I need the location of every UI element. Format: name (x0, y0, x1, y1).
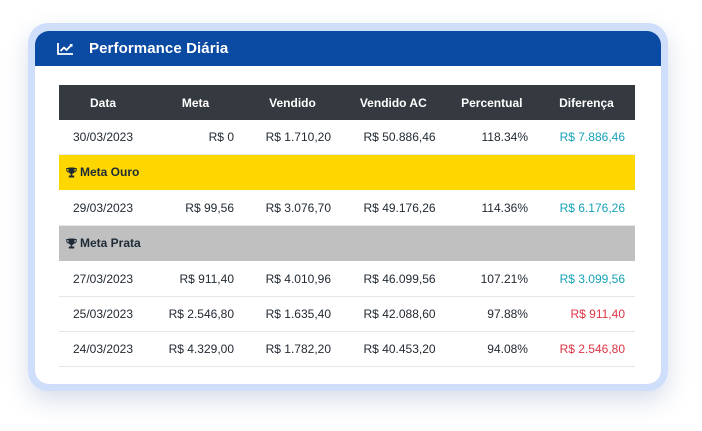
trophy-icon (66, 167, 77, 181)
cell-vendido: R$ 1.635,40 (244, 296, 341, 332)
cell-data: 24/03/2023 (59, 331, 147, 367)
cell-diferenca: R$ 6.176,26 (537, 190, 635, 226)
cell-vendido-ac: R$ 50.886,46 (341, 120, 446, 155)
cell-vendido: R$ 1.710,20 (244, 120, 341, 155)
cell-data: 30/03/2023 (59, 120, 147, 155)
performance-card-frame: Performance Diária Data Meta Vendido Ven… (28, 23, 668, 391)
cell-data: 25/03/2023 (59, 296, 147, 332)
column-header-vendido-ac[interactable]: Vendido AC (341, 85, 446, 120)
cell-diferenca: R$ 7.886,46 (537, 120, 635, 155)
line-chart-icon (57, 42, 74, 55)
cell-percentual: 97.88% (445, 296, 538, 332)
separator-cell: Meta Ouro (59, 154, 635, 191)
performance-card: Performance Diária Data Meta Vendido Ven… (35, 31, 661, 384)
card-header: Performance Diária (35, 31, 661, 66)
cell-vendido: R$ 4.010,96 (244, 261, 341, 297)
separator-label: Meta Ouro (80, 164, 140, 179)
table-row: 29/03/2023 R$ 99,56 R$ 3.076,70 R$ 49.17… (59, 190, 635, 226)
column-header-percentual[interactable]: Percentual (445, 85, 538, 120)
cell-vendido-ac: R$ 46.099,56 (341, 261, 446, 297)
cell-meta: R$ 2.546,80 (147, 296, 244, 332)
cell-diferenca: R$ 3.099,56 (537, 261, 635, 297)
separator-row-meta-ouro: Meta Ouro (59, 154, 635, 191)
table-header-row: Data Meta Vendido Vendido AC Percentual … (59, 85, 635, 120)
cell-data: 27/03/2023 (59, 261, 147, 297)
cell-data: 29/03/2023 (59, 190, 147, 226)
separator-label: Meta Prata (80, 235, 141, 250)
table-row: 27/03/2023 R$ 911,40 R$ 4.010,96 R$ 46.0… (59, 261, 635, 297)
cell-percentual: 118.34% (445, 120, 538, 155)
performance-table: Data Meta Vendido Vendido AC Percentual … (59, 85, 635, 367)
table-row: 25/03/2023 R$ 2.546,80 R$ 1.635,40 R$ 42… (59, 296, 635, 332)
cell-diferenca: R$ 911,40 (537, 296, 635, 332)
separator-cell: Meta Prata (59, 225, 635, 262)
cell-meta: R$ 99,56 (147, 190, 244, 226)
cell-vendido-ac: R$ 40.453,20 (341, 331, 446, 367)
cell-percentual: 114.36% (445, 190, 538, 226)
cell-diferenca: R$ 2.546,80 (537, 331, 635, 367)
cell-vendido: R$ 3.076,70 (244, 190, 341, 226)
cell-vendido-ac: R$ 49.176,26 (341, 190, 446, 226)
card-title: Performance Diária (89, 40, 229, 57)
cell-meta: R$ 0 (147, 120, 244, 155)
cell-meta: R$ 4.329,00 (147, 331, 244, 367)
cell-percentual: 107.21% (445, 261, 538, 297)
separator-row-meta-prata: Meta Prata (59, 225, 635, 262)
column-header-meta[interactable]: Meta (147, 85, 244, 120)
column-header-diferenca[interactable]: Diferença (537, 85, 635, 120)
cell-vendido-ac: R$ 42.088,60 (341, 296, 446, 332)
column-header-data[interactable]: Data (59, 85, 147, 120)
table-row: 24/03/2023 R$ 4.329,00 R$ 1.782,20 R$ 40… (59, 331, 635, 367)
table-row: 30/03/2023 R$ 0 R$ 1.710,20 R$ 50.886,46… (59, 120, 635, 155)
cell-meta: R$ 911,40 (147, 261, 244, 297)
cell-percentual: 94.08% (445, 331, 538, 367)
cell-vendido: R$ 1.782,20 (244, 331, 341, 367)
trophy-icon (66, 238, 77, 252)
column-header-vendido[interactable]: Vendido (244, 85, 341, 120)
